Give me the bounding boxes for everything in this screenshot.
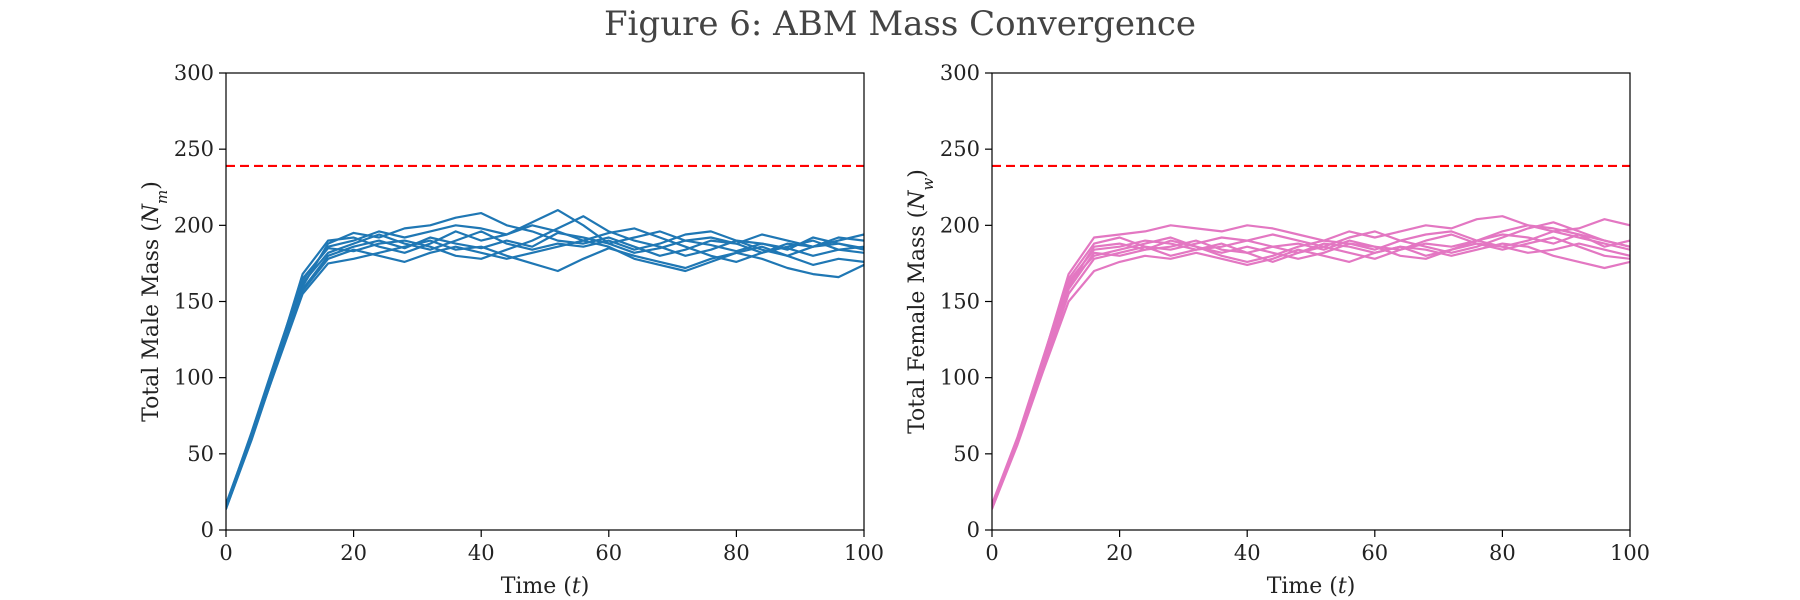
female-x-tick-label: 20 xyxy=(1106,541,1133,565)
female-series-line-3 xyxy=(992,242,1630,510)
male-x-tick-label: 20 xyxy=(340,541,367,565)
female-y-tick-label: 50 xyxy=(953,442,980,466)
male-series-line-8 xyxy=(226,209,864,509)
female-y-tick-label: 200 xyxy=(940,213,980,237)
male-series-line-4 xyxy=(226,239,864,509)
female-series-line-8 xyxy=(992,224,1630,509)
male-series-line-7 xyxy=(226,239,864,507)
male-series-line-6 xyxy=(226,230,864,510)
female-series-line-7 xyxy=(992,233,1630,507)
male-series-line-2 xyxy=(226,212,864,510)
male-y-tick-label: 50 xyxy=(187,442,214,466)
male-y-tick-label: 100 xyxy=(174,366,214,390)
male-y-tick-label: 250 xyxy=(174,137,214,161)
female-y-tick-label: 300 xyxy=(940,61,980,85)
female-x-tick-label: 100 xyxy=(1610,541,1650,565)
male-x-tick-label: 80 xyxy=(723,541,750,565)
female-series-line-4 xyxy=(992,230,1630,509)
male-y-tick-label: 150 xyxy=(174,290,214,314)
female-series-line-6 xyxy=(992,242,1630,510)
female-x-axis-label: Time (t) xyxy=(1267,574,1356,599)
male-x-tick-label: 0 xyxy=(219,541,232,565)
female-x-tick-label: 60 xyxy=(1361,541,1388,565)
female-x-tick-label: 0 xyxy=(985,541,998,565)
female-y-tick-label: 100 xyxy=(940,366,980,390)
male-y-axis-label: Total Male Mass (Nm) xyxy=(139,181,171,422)
female-x-tick-label: 40 xyxy=(1234,541,1261,565)
male-x-tick-label: 100 xyxy=(844,541,884,565)
male-series-line-1 xyxy=(226,231,864,509)
female-x-tick-label: 80 xyxy=(1489,541,1516,565)
male-mass-panel: 0 20 40 60 80 100 0 50 100 150 200 250 300 Time (t) To… xyxy=(139,61,884,599)
male-y-tick-label: 200 xyxy=(174,213,214,237)
male-series-line-5 xyxy=(226,224,864,506)
female-series-line-1 xyxy=(992,233,1630,509)
female-y-tick-label: 0 xyxy=(967,518,980,542)
female-y-tick-label: 150 xyxy=(940,290,980,314)
male-y-tick-label: 0 xyxy=(201,518,214,542)
female-series-group xyxy=(992,215,1630,510)
male-x-tick-label: 40 xyxy=(468,541,495,565)
male-series-group xyxy=(226,209,864,510)
male-series-line-3 xyxy=(226,215,864,507)
female-mass-panel: 0 20 40 60 80 100 0 50 100 150 200 250 300 Time (t) To… xyxy=(905,61,1650,599)
male-y-tick-label: 300 xyxy=(174,61,214,85)
male-x-axis-label: Time (t) xyxy=(501,574,590,599)
figure-title: Figure 6: ABM Mass Convergence xyxy=(603,4,1197,44)
male-x-tick-label: 60 xyxy=(595,541,622,565)
female-series-line-2 xyxy=(992,215,1630,507)
female-series-line-5 xyxy=(992,221,1630,506)
male-plot-frame xyxy=(225,72,865,531)
female-y-axis-label: Total Female Mass (Nw) xyxy=(905,169,937,434)
female-y-tick-label: 250 xyxy=(940,137,980,161)
female-plot-frame xyxy=(991,72,1631,531)
